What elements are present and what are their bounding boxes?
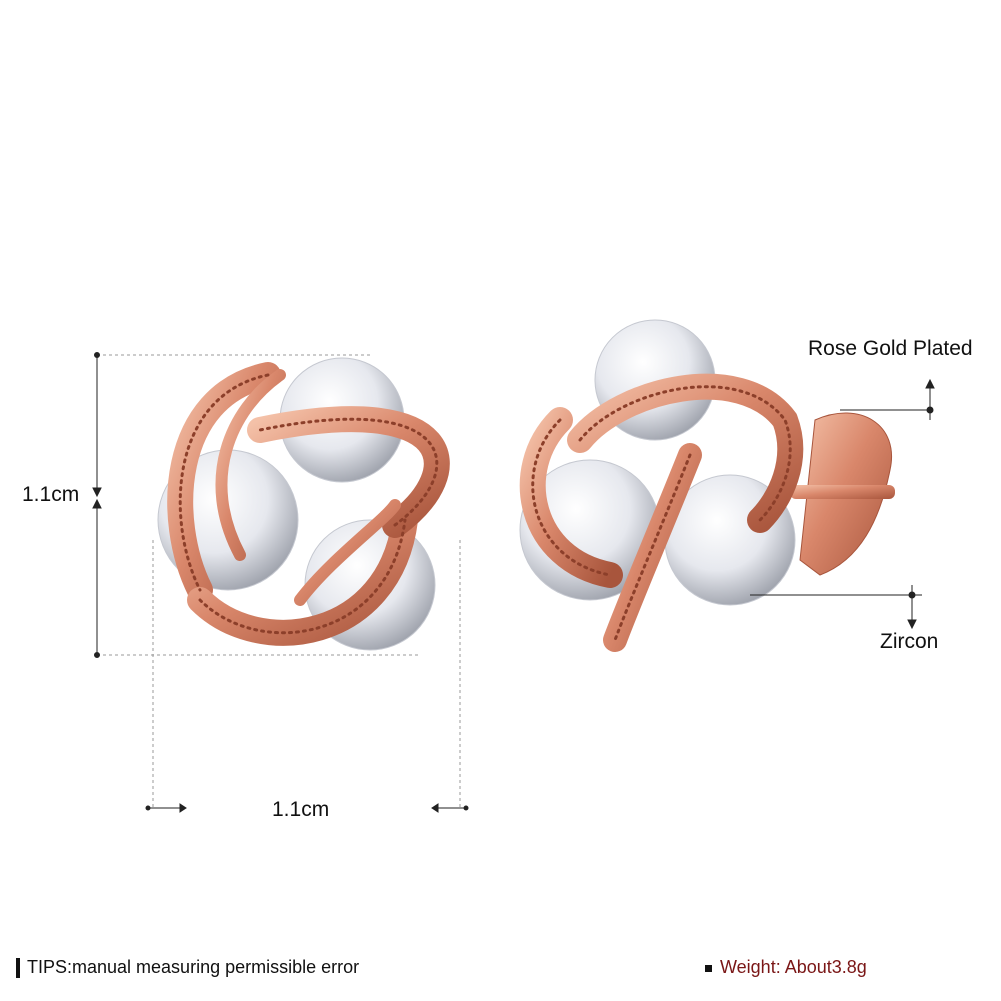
earring-front-view	[157, 357, 450, 651]
earring-angled-view	[519, 319, 895, 652]
width-label: 1.1cm	[272, 798, 330, 821]
tips-marker	[16, 958, 20, 978]
rose-gold-plated-label: Rose Gold Plated	[808, 337, 973, 360]
height-dimension-line	[92, 352, 102, 658]
zircon-label: Zircon	[880, 630, 939, 653]
dimension-guides	[97, 354, 461, 810]
tips-text: TIPS:manual measuring permissible error	[27, 957, 360, 977]
plating-callout-line	[840, 378, 935, 420]
weight-text: Weight: About3.8g	[720, 957, 867, 977]
height-label: 1.1cm	[22, 483, 80, 506]
weight-bullet	[705, 965, 712, 972]
width-dimension-arrows	[145, 803, 469, 813]
zircon-callout-line	[750, 585, 922, 630]
